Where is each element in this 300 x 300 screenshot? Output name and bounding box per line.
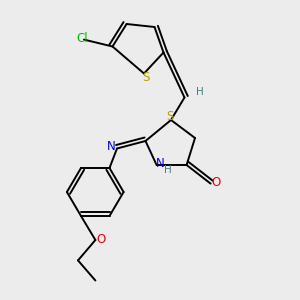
Text: N: N [107,140,116,153]
Text: O: O [212,176,220,189]
Text: O: O [96,232,105,246]
Text: S: S [166,110,173,123]
Text: H: H [164,165,172,176]
Text: Cl: Cl [77,32,88,45]
Text: N: N [156,157,165,170]
Text: H: H [196,87,203,98]
Text: S: S [142,71,149,84]
